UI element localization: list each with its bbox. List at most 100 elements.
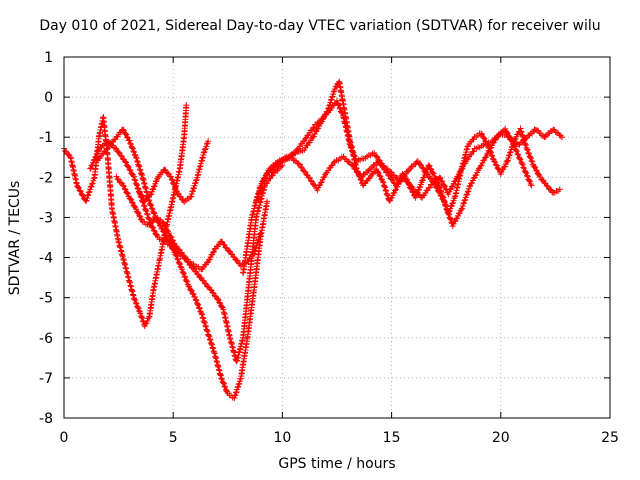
data-point bbox=[492, 161, 499, 168]
data-point bbox=[330, 159, 337, 166]
data-point bbox=[189, 290, 196, 297]
data-point bbox=[175, 246, 182, 253]
y-tick-label: -2 bbox=[39, 170, 53, 186]
data-point bbox=[183, 102, 190, 109]
data-point bbox=[522, 142, 529, 149]
data-point bbox=[112, 145, 119, 152]
data-point bbox=[428, 166, 435, 173]
data-point bbox=[374, 169, 381, 176]
data-point bbox=[215, 296, 222, 303]
data-point bbox=[180, 270, 187, 277]
data-point bbox=[145, 215, 152, 222]
data-point bbox=[136, 166, 143, 173]
data-point bbox=[382, 184, 389, 191]
x-tick-label: 25 bbox=[601, 430, 619, 446]
data-point bbox=[209, 289, 216, 296]
data-point bbox=[204, 328, 211, 335]
data-point bbox=[79, 191, 86, 198]
data-point bbox=[135, 162, 142, 169]
data-point bbox=[521, 165, 528, 172]
data-point bbox=[208, 340, 215, 347]
data-point bbox=[518, 160, 525, 167]
data-point bbox=[174, 190, 181, 197]
data-point bbox=[206, 336, 213, 343]
data-point bbox=[383, 188, 390, 195]
data-point bbox=[199, 314, 206, 321]
data-point bbox=[62, 147, 69, 154]
data-point bbox=[254, 239, 261, 246]
data-point bbox=[176, 261, 183, 268]
data-point bbox=[522, 141, 529, 148]
data-point bbox=[139, 171, 146, 178]
data-point bbox=[128, 196, 135, 203]
data-point bbox=[121, 185, 128, 192]
data-point bbox=[306, 175, 313, 182]
data-point bbox=[130, 173, 137, 180]
data-point bbox=[136, 189, 143, 196]
data-point bbox=[516, 155, 523, 162]
data-point bbox=[425, 162, 432, 169]
data-point bbox=[133, 155, 140, 162]
data-point bbox=[192, 293, 199, 300]
data-point bbox=[76, 187, 83, 194]
data-point bbox=[514, 150, 521, 157]
data-point bbox=[218, 238, 225, 245]
data-point bbox=[520, 164, 527, 171]
data-point bbox=[217, 300, 224, 307]
data-point bbox=[434, 185, 441, 192]
y-tick-label: -6 bbox=[39, 331, 53, 347]
data-point bbox=[75, 184, 82, 191]
data-point bbox=[119, 126, 126, 133]
data-point bbox=[503, 129, 510, 136]
data-point bbox=[124, 134, 131, 141]
data-point bbox=[165, 238, 172, 245]
data-point bbox=[478, 131, 485, 138]
data-point bbox=[174, 255, 181, 262]
data-point bbox=[207, 286, 214, 293]
data-point bbox=[127, 140, 134, 147]
data-point bbox=[382, 187, 389, 194]
data-point bbox=[193, 297, 200, 304]
data-point bbox=[388, 176, 395, 183]
chart-title: Day 010 of 2021, Sidereal Day-to-day VTE… bbox=[39, 18, 601, 34]
data-point bbox=[546, 186, 553, 193]
data-point bbox=[185, 282, 192, 289]
data-point bbox=[129, 144, 136, 151]
data-point bbox=[334, 97, 340, 104]
data-point bbox=[209, 344, 216, 351]
data-point bbox=[74, 183, 81, 190]
data-point bbox=[441, 183, 448, 190]
data-point bbox=[119, 182, 126, 189]
data-point bbox=[338, 109, 345, 116]
data-point bbox=[165, 230, 172, 237]
data-point bbox=[198, 310, 205, 317]
data-point bbox=[130, 148, 137, 155]
data-point bbox=[354, 169, 361, 176]
x-tick-label: 5 bbox=[169, 430, 178, 446]
data-point bbox=[380, 179, 387, 186]
data-point bbox=[480, 134, 487, 141]
data-point bbox=[371, 149, 378, 156]
data-point bbox=[134, 304, 141, 311]
data-point bbox=[517, 125, 524, 132]
data-point bbox=[297, 164, 304, 171]
data-point bbox=[122, 130, 129, 137]
data-point bbox=[404, 179, 411, 186]
data-point bbox=[257, 186, 264, 193]
data-point bbox=[139, 193, 146, 200]
data-point bbox=[329, 94, 336, 101]
data-point bbox=[133, 154, 140, 161]
data-point bbox=[116, 150, 123, 157]
sat-track-5 bbox=[135, 138, 212, 206]
data-point bbox=[132, 299, 139, 306]
data-point bbox=[164, 170, 171, 177]
data-point bbox=[384, 191, 391, 198]
data-point bbox=[299, 164, 306, 171]
data-point bbox=[184, 278, 191, 285]
data-point bbox=[528, 182, 535, 189]
data-point bbox=[126, 166, 133, 173]
data-point bbox=[136, 212, 143, 219]
data-point bbox=[511, 143, 518, 150]
y-tick-label: 1 bbox=[44, 50, 53, 66]
data-point bbox=[125, 164, 132, 171]
